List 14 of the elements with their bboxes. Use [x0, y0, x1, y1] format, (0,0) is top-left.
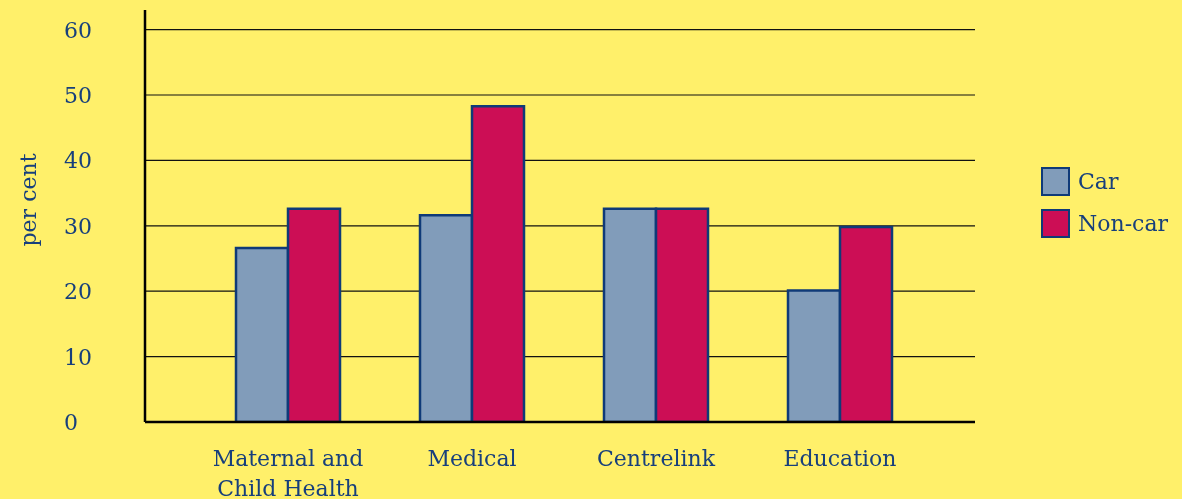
- x-tick-label: Maternal and Child Health: [212, 446, 364, 499]
- y-tick-label: 20: [64, 279, 92, 305]
- x-tick-label: Centrelink: [597, 446, 716, 471]
- legend-label: Car: [1078, 168, 1119, 194]
- y-tick-label: 10: [64, 344, 92, 370]
- y-tick-label: 0: [64, 409, 78, 435]
- y-axis-title: per cent: [15, 153, 41, 247]
- x-tick-label: Education: [783, 446, 897, 471]
- x-tick-label: Medical: [427, 446, 517, 471]
- y-tick-label: 50: [64, 82, 92, 108]
- y-tick-label: 40: [64, 148, 92, 174]
- legend-label: Non-car: [1078, 210, 1169, 236]
- y-tick-label: 60: [64, 17, 92, 43]
- y-tick-label: 30: [64, 213, 92, 239]
